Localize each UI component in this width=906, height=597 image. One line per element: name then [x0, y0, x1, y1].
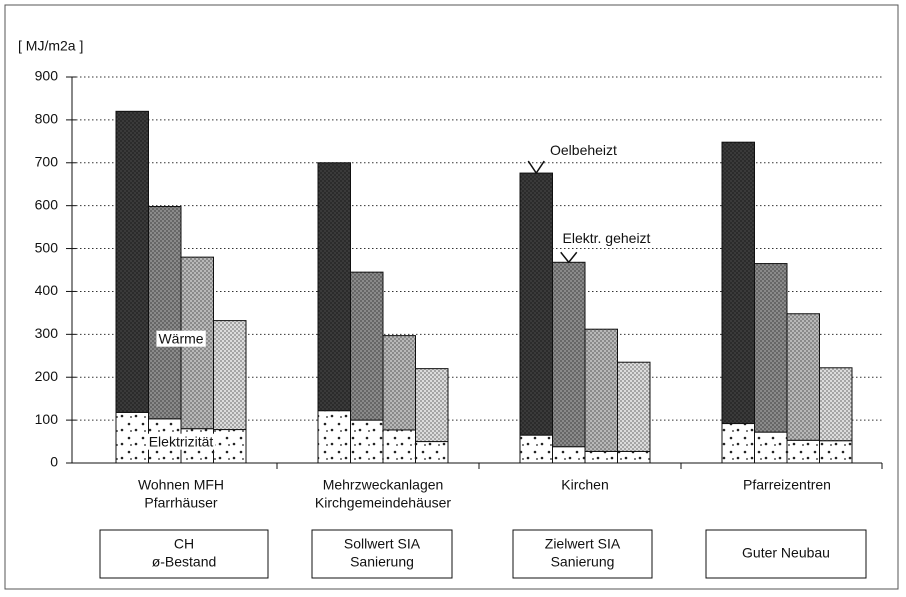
label-box	[705, 529, 867, 579]
annotation: Elektr. geheizt	[563, 230, 651, 246]
x-tick-label: Pfarrhäuser	[144, 495, 217, 511]
bar-pattern	[116, 111, 149, 413]
bar-pattern	[383, 335, 416, 430]
bar-pattern	[819, 367, 852, 441]
box-label: ø-Bestand	[152, 554, 217, 570]
label-box	[512, 529, 653, 579]
box-label: Sanierung	[350, 554, 414, 570]
box-label: CH	[174, 536, 194, 552]
bar-pattern	[552, 262, 585, 447]
annotation: Oelbeheizt	[550, 142, 617, 158]
bar-pattern	[415, 441, 448, 463]
series-label: Elektrizität	[149, 434, 214, 450]
y-tick-label: 800	[35, 111, 59, 127]
bar-pattern	[585, 329, 618, 452]
frame	[4, 4, 899, 590]
box-label: Zielwert SIA	[545, 536, 621, 552]
box-label: Guter Neubau	[742, 545, 830, 561]
bar-pattern	[585, 451, 618, 463]
x-tick-label: Kirchgemeindehäuser	[315, 495, 452, 511]
bar-pattern	[415, 368, 448, 442]
bar-pattern	[350, 272, 383, 421]
bar-pattern	[552, 446, 585, 463]
bar-pattern	[617, 451, 650, 463]
bar-pattern	[350, 420, 383, 463]
bar-pattern	[754, 263, 787, 433]
label-box	[311, 529, 453, 579]
x-tick-label: Wohnen MFH	[138, 477, 224, 493]
bar-pattern	[787, 440, 820, 463]
x-tick-label: Kirchen	[561, 477, 608, 493]
x-tick-label: Pfarreizentren	[743, 477, 831, 493]
series-label: Wärme	[158, 331, 203, 347]
bar-pattern	[148, 206, 181, 419]
y-tick-label: 200	[35, 368, 59, 384]
bar-pattern	[787, 313, 820, 441]
bar-pattern	[213, 429, 246, 463]
bar-pattern	[520, 173, 553, 436]
label-box	[99, 529, 269, 579]
y-tick-label: 500	[35, 239, 59, 255]
box-label: Sollwert SIA	[344, 536, 421, 552]
y-tick-label: 100	[35, 411, 59, 427]
bar-pattern	[116, 412, 149, 463]
bar-pattern	[754, 432, 787, 463]
bar-pattern	[520, 435, 553, 463]
y-axis-label: [ MJ/m2a ]	[18, 38, 83, 54]
bar-pattern	[617, 362, 650, 452]
bar-pattern	[722, 142, 755, 424]
bar-pattern	[318, 162, 351, 411]
annotation-arrow	[560, 251, 578, 264]
bar-pattern	[213, 320, 246, 430]
bar-pattern	[722, 423, 755, 463]
bar-pattern	[318, 410, 351, 463]
y-tick-label: 300	[35, 325, 59, 341]
y-tick-label: 400	[35, 282, 59, 298]
y-tick-label: 900	[35, 68, 59, 84]
y-tick-label: 0	[50, 454, 58, 470]
annotation-arrow	[527, 160, 545, 175]
label-bg	[156, 330, 206, 347]
x-tick-label: Mehrzweckanlagen	[323, 477, 444, 493]
label-bg	[146, 433, 216, 450]
bar-pattern	[383, 429, 416, 463]
y-tick-label: 700	[35, 153, 59, 169]
box-label: Sanierung	[551, 554, 615, 570]
bar-pattern	[819, 440, 852, 463]
y-tick-label: 600	[35, 196, 59, 212]
